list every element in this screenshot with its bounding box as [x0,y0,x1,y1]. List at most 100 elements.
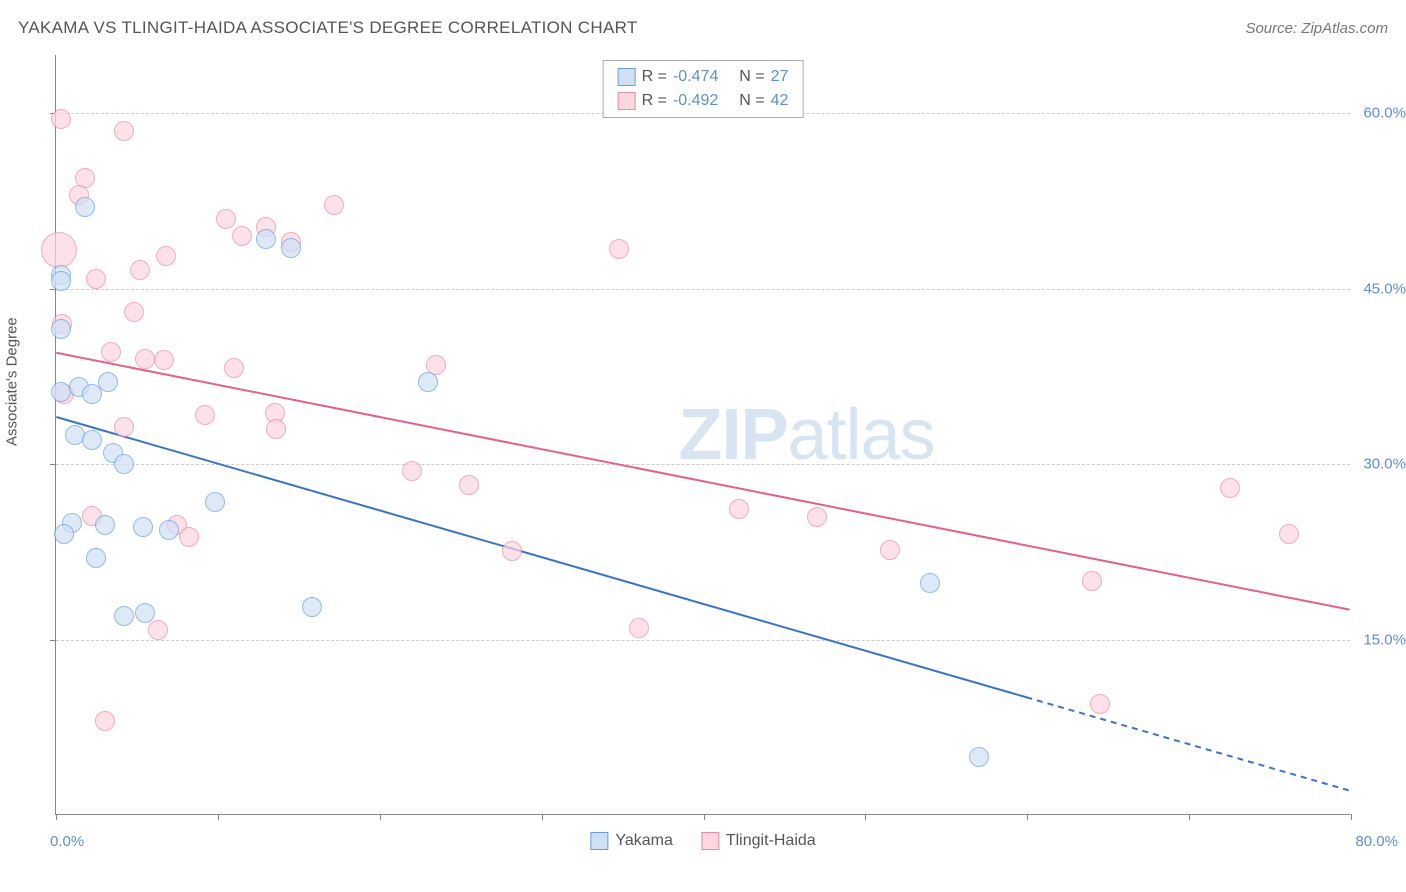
scatter-point-yakama [51,271,71,291]
scatter-point-tlingit [95,711,115,731]
scatter-point-tlingit [135,349,155,369]
n-value-tlingit: 42 [771,89,789,113]
scatter-point-tlingit [179,527,199,547]
scatter-point-yakama [969,747,989,767]
y-tick-mark [50,464,56,465]
gridline-h [56,464,1350,465]
x-tick-mark [542,814,543,820]
swatch-tlingit-icon [701,832,719,850]
y-tick-label: 45.0% [1363,280,1406,297]
x-max-label: 80.0% [1355,833,1398,850]
chart-title: YAKAMA VS TLINGIT-HAIDA ASSOCIATE'S DEGR… [18,18,638,38]
x-tick-mark [1189,814,1190,820]
scatter-point-yakama [135,603,155,623]
swatch-yakama-icon [618,68,636,86]
scatter-point-yakama [75,197,95,217]
scatter-point-tlingit [148,620,168,640]
scatter-point-yakama [98,372,118,392]
series-legend: Yakama Tlingit-Haida [590,832,815,850]
scatter-point-tlingit [224,358,244,378]
scatter-point-yakama [281,238,301,258]
scatter-point-tlingit [1090,694,1110,714]
scatter-point-tlingit [86,269,106,289]
trend-line [1026,697,1349,790]
scatter-point-tlingit [459,475,479,495]
y-tick-mark [50,640,56,641]
r-value-tlingit: -0.492 [673,89,718,113]
stats-legend-box: R = -0.474 N = 27 R = -0.492 N = 42 [603,60,804,118]
scatter-point-yakama [54,524,74,544]
x-tick-mark [865,814,866,820]
scatter-point-yakama [256,229,276,249]
watermark-bold: ZIP [678,395,787,475]
scatter-point-tlingit [402,461,422,481]
watermark-rest: atlas [787,395,934,475]
scatter-point-yakama [159,520,179,540]
x-tick-mark [1027,814,1028,820]
scatter-point-yakama [82,430,102,450]
x-tick-mark [218,814,219,820]
swatch-yakama-icon [590,832,608,850]
stats-row-yakama: R = -0.474 N = 27 [618,65,789,89]
scatter-point-tlingit [1082,571,1102,591]
scatter-point-tlingit [114,417,134,437]
scatter-point-tlingit [130,260,150,280]
scatter-point-tlingit [880,540,900,560]
trend-line [56,353,1349,610]
scatter-point-yakama [133,517,153,537]
scatter-point-tlingit [51,109,71,129]
trend-line [56,417,1026,697]
scatter-point-tlingit [114,121,134,141]
scatter-point-yakama [920,573,940,593]
y-tick-label: 15.0% [1363,631,1406,648]
scatter-point-yakama [302,597,322,617]
scatter-point-yakama [418,372,438,392]
r-prefix: R = [642,89,667,113]
y-tick-label: 60.0% [1363,105,1406,122]
x-tick-mark [56,814,57,820]
stats-row-tlingit: R = -0.492 N = 42 [618,89,789,113]
plot-area: ZIPatlas 15.0%30.0%45.0%60.0% R = -0.474… [55,55,1350,815]
scatter-point-tlingit [154,350,174,370]
scatter-point-tlingit [502,541,522,561]
scatter-point-tlingit [232,226,252,246]
swatch-tlingit-icon [618,92,636,110]
scatter-point-tlingit [324,195,344,215]
scatter-point-yakama [114,454,134,474]
r-value-yakama: -0.474 [673,65,718,89]
gridline-h [56,640,1350,641]
legend-item-tlingit: Tlingit-Haida [701,832,816,850]
scatter-point-tlingit [629,618,649,638]
scatter-point-tlingit [156,246,176,266]
n-value-yakama: 27 [771,65,789,89]
y-tick-label: 30.0% [1363,456,1406,473]
y-axis-label: Associate's Degree [4,317,21,446]
source-label: Source: ZipAtlas.com [1245,20,1388,37]
x-origin-label: 0.0% [50,833,84,850]
scatter-point-yakama [95,515,115,535]
legend-label-tlingit: Tlingit-Haida [726,832,816,850]
scatter-point-tlingit [266,419,286,439]
scatter-point-yakama [51,319,71,339]
scatter-point-tlingit [1220,478,1240,498]
scatter-point-tlingit [1279,524,1299,544]
scatter-point-yakama [86,548,106,568]
n-prefix: N = [739,65,764,89]
scatter-point-tlingit [41,232,77,268]
legend-label-yakama: Yakama [615,832,673,850]
scatter-point-yakama [114,606,134,626]
scatter-point-tlingit [807,507,827,527]
watermark-text: ZIPatlas [678,394,934,476]
scatter-point-tlingit [729,499,749,519]
r-prefix: R = [642,65,667,89]
scatter-point-tlingit [195,405,215,425]
scatter-point-tlingit [609,239,629,259]
trend-lines-svg [56,55,1350,814]
scatter-point-yakama [205,492,225,512]
legend-item-yakama: Yakama [590,832,673,850]
x-tick-mark [704,814,705,820]
scatter-point-tlingit [216,209,236,229]
n-prefix: N = [739,89,764,113]
gridline-h [56,289,1350,290]
scatter-point-tlingit [101,342,121,362]
